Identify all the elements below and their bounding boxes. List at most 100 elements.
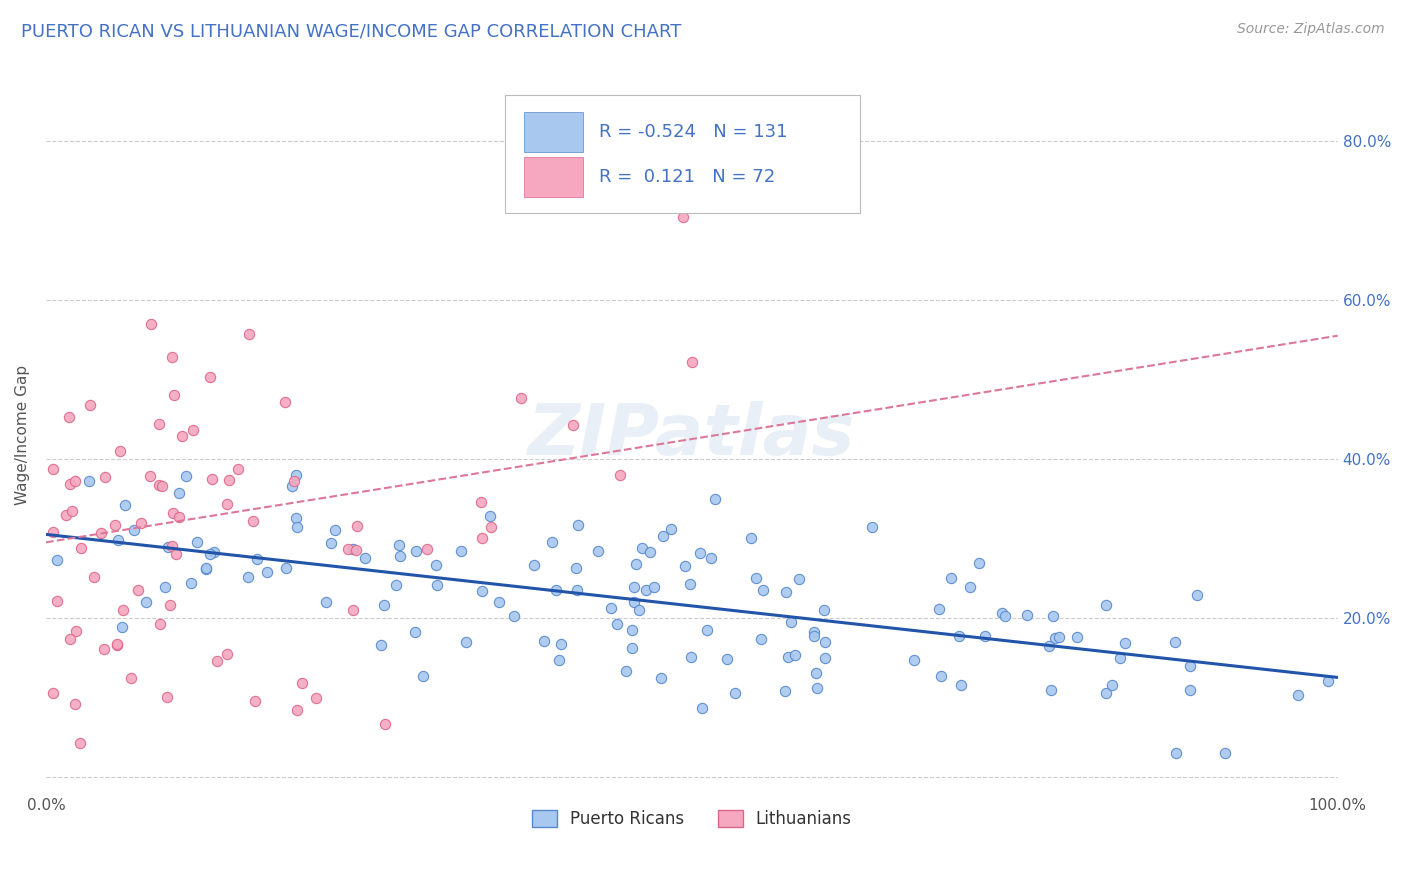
Point [228, 462, 250, 476]
Point [1163, 635, 1185, 649]
Point [1109, 651, 1132, 665]
Point [274, 394, 297, 409]
Point [638, 545, 661, 559]
Point [959, 581, 981, 595]
Point [305, 690, 328, 705]
Point [550, 637, 572, 651]
Point [139, 317, 162, 331]
Point [704, 491, 727, 506]
Point [1043, 632, 1066, 646]
Point [928, 601, 950, 615]
Point [58, 409, 80, 424]
Point [256, 566, 278, 580]
Point [242, 514, 264, 528]
Point [1095, 599, 1118, 613]
Point [659, 522, 682, 536]
Point [973, 629, 995, 643]
Point [90, 526, 112, 541]
Point [426, 578, 449, 592]
Point [991, 606, 1014, 620]
Point [59, 477, 82, 491]
Point [1042, 608, 1064, 623]
Point [749, 632, 772, 646]
Point [471, 531, 494, 545]
Text: ZIPatlas: ZIPatlas [529, 401, 855, 469]
Point [105, 638, 128, 652]
Point [148, 417, 170, 432]
Point [903, 653, 925, 667]
Point [315, 595, 337, 609]
Point [523, 558, 546, 572]
Point [93, 642, 115, 657]
Point [621, 624, 644, 638]
Point [787, 572, 810, 586]
Y-axis label: Wage/Income Gap: Wage/Income Gap [15, 365, 30, 505]
Point [678, 576, 700, 591]
Text: R =  0.121   N = 72: R = 0.121 N = 72 [599, 168, 775, 186]
Point [105, 637, 128, 651]
Point [342, 542, 364, 557]
Point [614, 664, 637, 678]
Point [1066, 630, 1088, 644]
Point [170, 429, 193, 443]
Point [63, 474, 86, 488]
Point [342, 602, 364, 616]
Point [181, 423, 204, 437]
Point [180, 576, 202, 591]
Point [740, 531, 762, 545]
Point [55, 508, 77, 522]
Point [336, 542, 359, 557]
Point [354, 551, 377, 566]
Point [110, 443, 132, 458]
Point [157, 540, 180, 554]
Point [45, 553, 67, 567]
Point [388, 549, 411, 564]
Point [285, 519, 308, 533]
Point [120, 672, 142, 686]
Point [681, 355, 703, 369]
Point [454, 634, 477, 648]
Point [63, 697, 86, 711]
Point [215, 497, 238, 511]
Point [167, 486, 190, 500]
Point [624, 557, 647, 571]
Point [159, 599, 181, 613]
Text: Source: ZipAtlas.com: Source: ZipAtlas.com [1237, 22, 1385, 37]
Point [652, 528, 675, 542]
Point [567, 582, 589, 597]
Point [162, 506, 184, 520]
Point [1047, 630, 1070, 644]
Point [83, 570, 105, 584]
Point [586, 544, 609, 558]
Point [148, 478, 170, 492]
Point [814, 651, 837, 665]
Point [60, 504, 83, 518]
Point [323, 524, 346, 538]
Point [804, 666, 827, 681]
Point [374, 717, 396, 731]
Point [238, 570, 260, 584]
Point [700, 551, 723, 566]
Point [479, 508, 502, 523]
Point [65, 624, 87, 638]
Point [1095, 686, 1118, 700]
Point [609, 467, 631, 482]
Point [291, 676, 314, 690]
Point [165, 547, 187, 561]
Point [405, 543, 427, 558]
Point [373, 598, 395, 612]
Point [186, 534, 208, 549]
Point [813, 603, 835, 617]
Point [621, 641, 644, 656]
Point [471, 584, 494, 599]
Point [967, 556, 990, 570]
Point [541, 535, 564, 549]
Point [238, 327, 260, 342]
Point [803, 629, 825, 643]
Point [565, 560, 588, 574]
Point [285, 703, 308, 717]
Point [623, 581, 645, 595]
Point [201, 472, 224, 486]
Point [724, 686, 747, 700]
Point [783, 648, 806, 662]
